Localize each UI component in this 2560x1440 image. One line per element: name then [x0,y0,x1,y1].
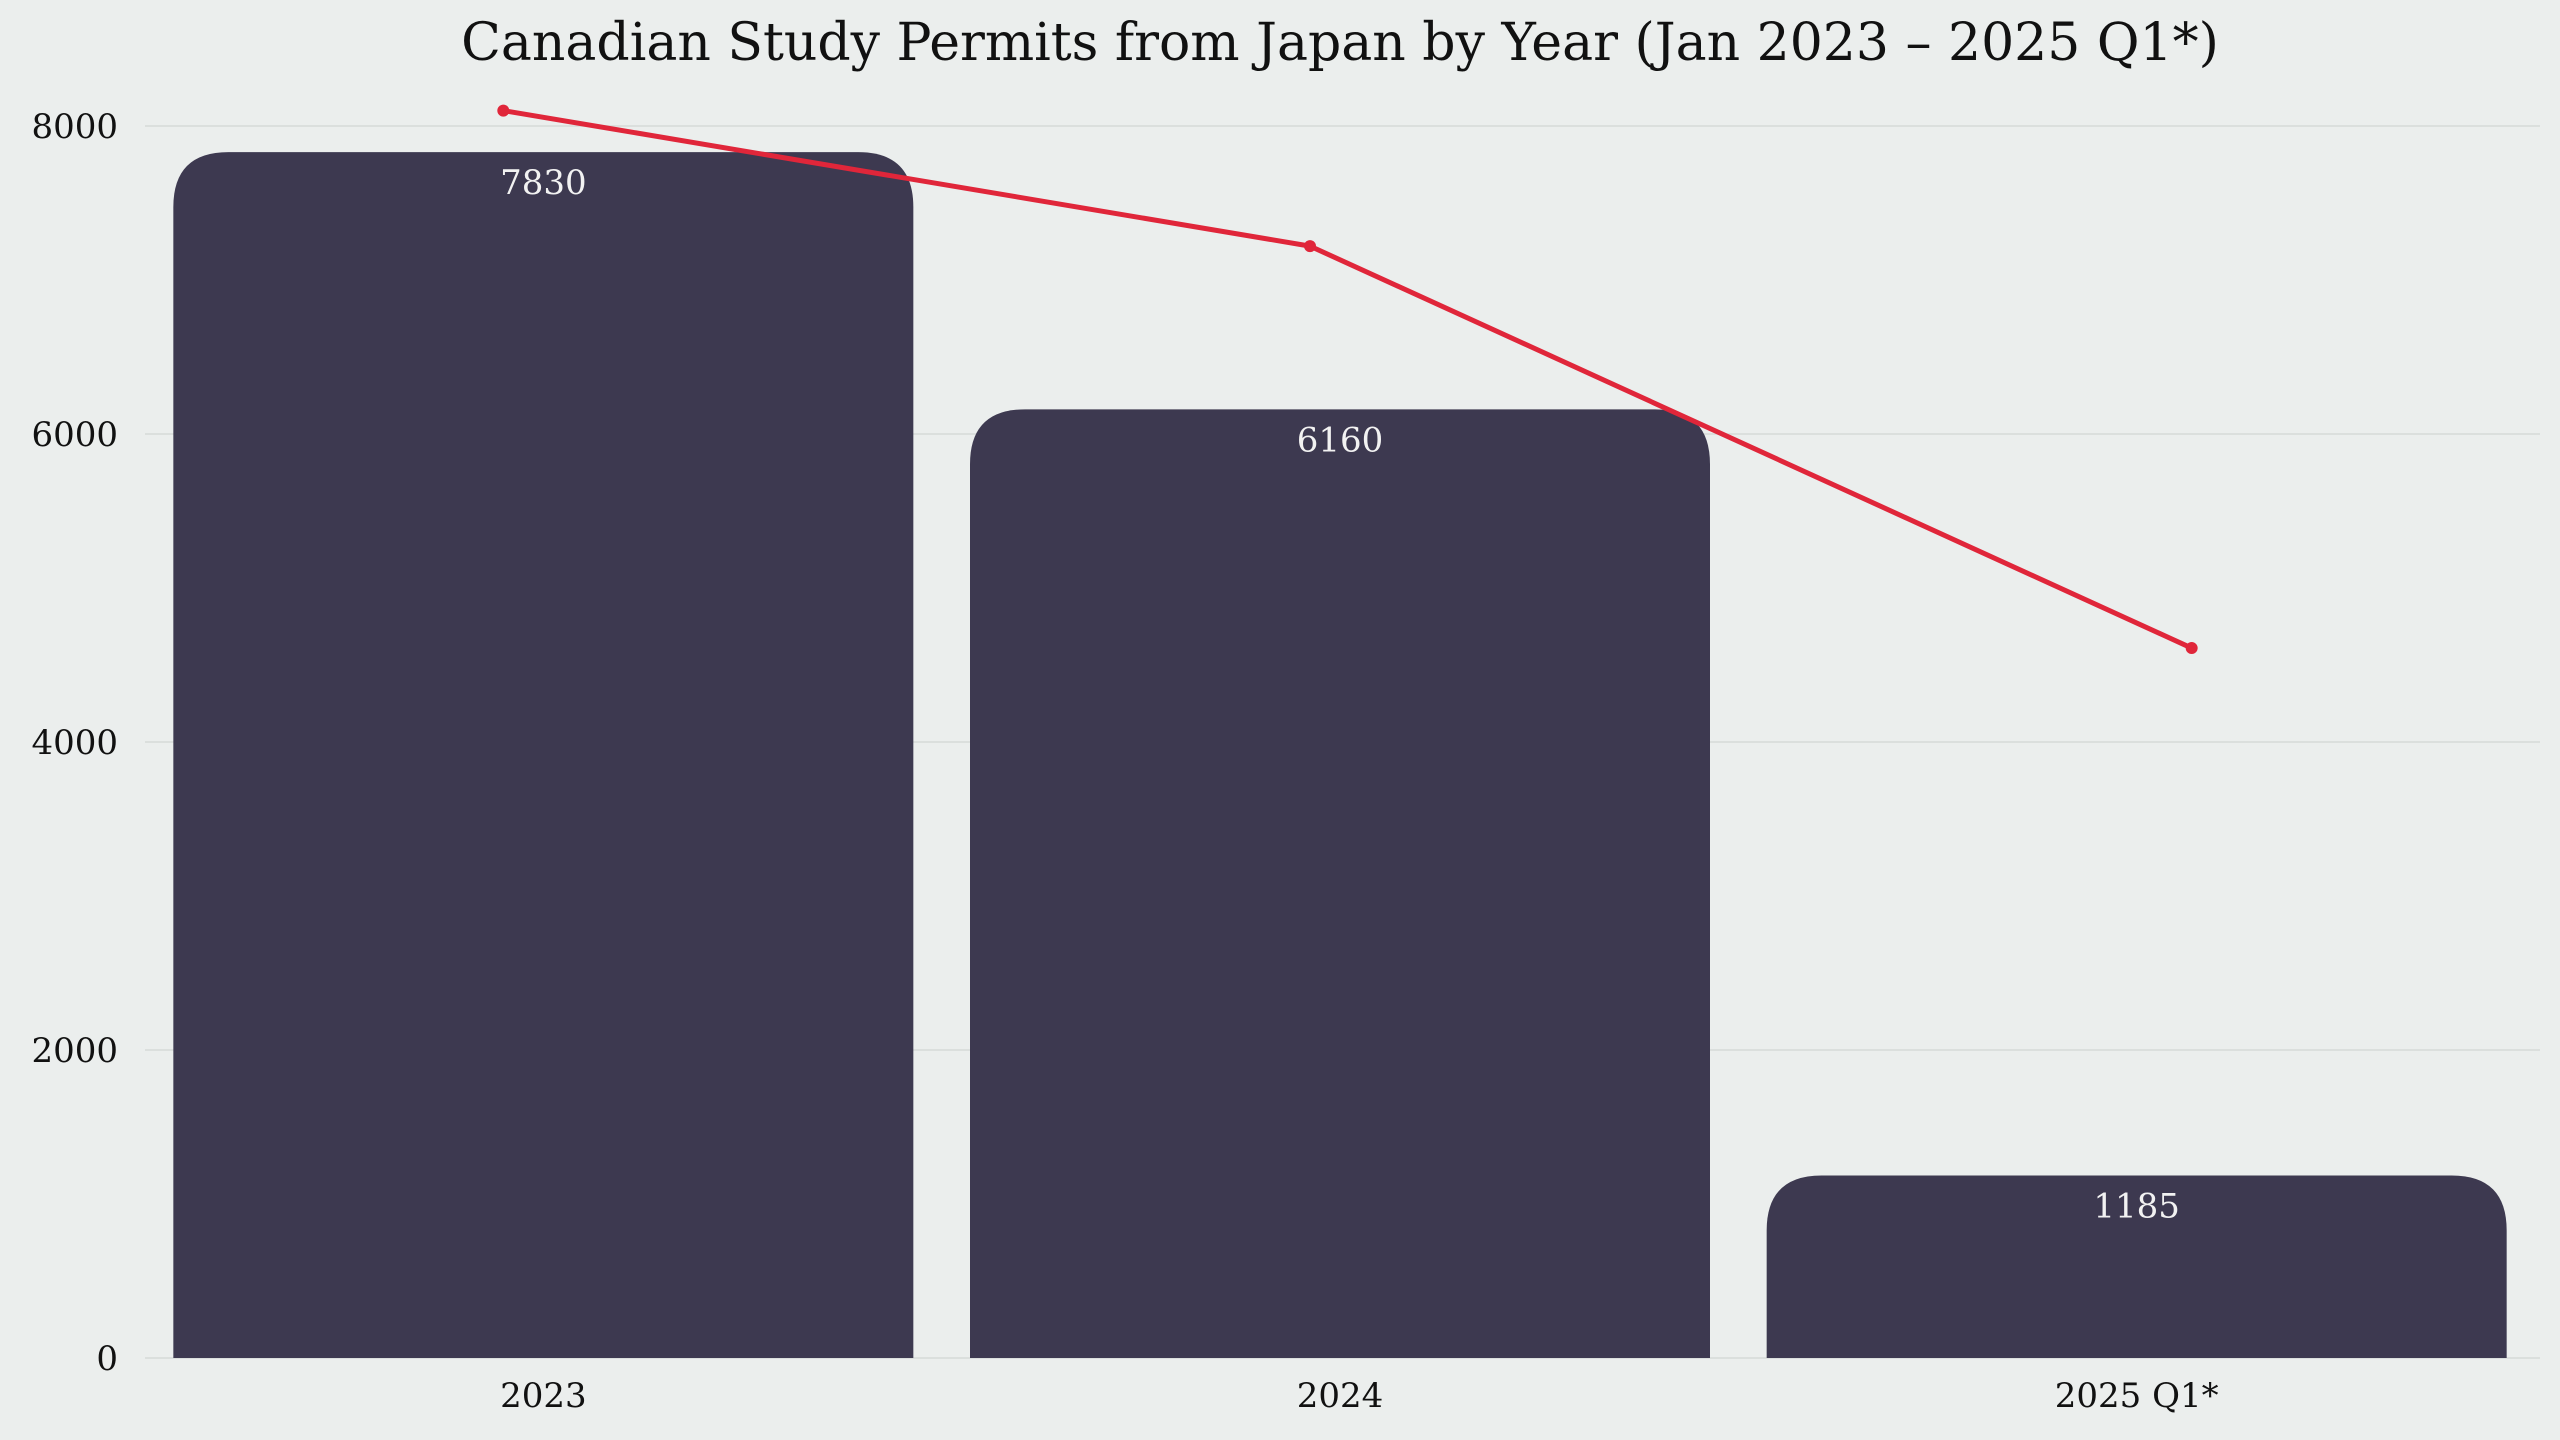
bar-2024 [970,409,1710,1358]
y-tick-label: 8000 [31,107,118,147]
y-tick-label: 6000 [31,415,118,455]
bar-2023 [173,152,914,1359]
trend-point [2185,642,2198,655]
bar-layer: 7830 6160 1185 [173,152,2507,1359]
line-layer [497,104,2198,655]
x-tick-label: 2024 [1297,1376,1384,1416]
bar-2025 Q1* [1766,1175,2507,1358]
y-axis-ticks: 0 2000 4000 6000 8000 [31,107,118,1379]
x-axis-ticks: 2023 2024 2025 Q1* [500,1376,2219,1416]
bar-value-label: 1185 [2093,1187,2180,1227]
trend-point [1304,240,1316,253]
chart-title: Canadian Study Permits from Japan by Yea… [461,13,2219,73]
x-tick-label: 2025 Q1* [2055,1376,2219,1416]
y-tick-label: 2000 [31,1031,118,1071]
y-tick-label: 4000 [31,723,118,763]
x-tick-label: 2023 [500,1376,587,1416]
bar-value-label: 7830 [500,163,587,203]
bar-value-label: 6160 [1297,420,1384,460]
trend-point [497,104,510,117]
y-tick-label: 0 [96,1339,118,1379]
